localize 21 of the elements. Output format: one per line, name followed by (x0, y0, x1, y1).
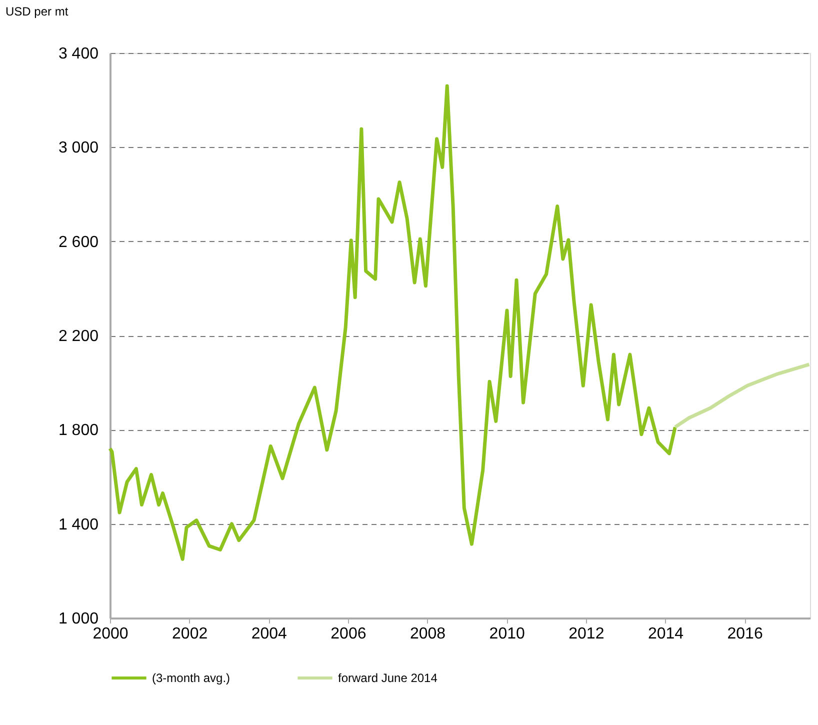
y-tick-label: 1 000 (58, 610, 99, 628)
y-tick-label: 2 200 (58, 328, 99, 345)
x-tick-label: 2016 (727, 626, 763, 642)
y-tick-label: 1 400 (58, 516, 99, 534)
legend-label: (3-month avg.) (152, 671, 230, 685)
x-tick-label: 2008 (410, 626, 446, 642)
x-tick-label: 2014 (648, 626, 684, 642)
x-tick-label: 2000 (92, 626, 128, 642)
y-tick-label: 3 000 (58, 140, 99, 157)
y-tick-label: 2 600 (58, 234, 99, 251)
legend-label: forward June 2014 (338, 671, 438, 685)
x-tick-label: 2012 (568, 626, 604, 642)
line-series (673, 362, 811, 429)
y-axis-title: USD per mt (6, 4, 69, 18)
y-tick-label: 1 800 (58, 422, 99, 440)
x-tick-label: 2006 (330, 626, 366, 642)
y-tick-label: 3 400 (58, 46, 99, 62)
line-series (108, 84, 677, 561)
x-tick-label: 2004 (251, 626, 288, 642)
x-tick-label: 2010 (489, 626, 525, 642)
x-tick-label: 2002 (172, 626, 208, 642)
